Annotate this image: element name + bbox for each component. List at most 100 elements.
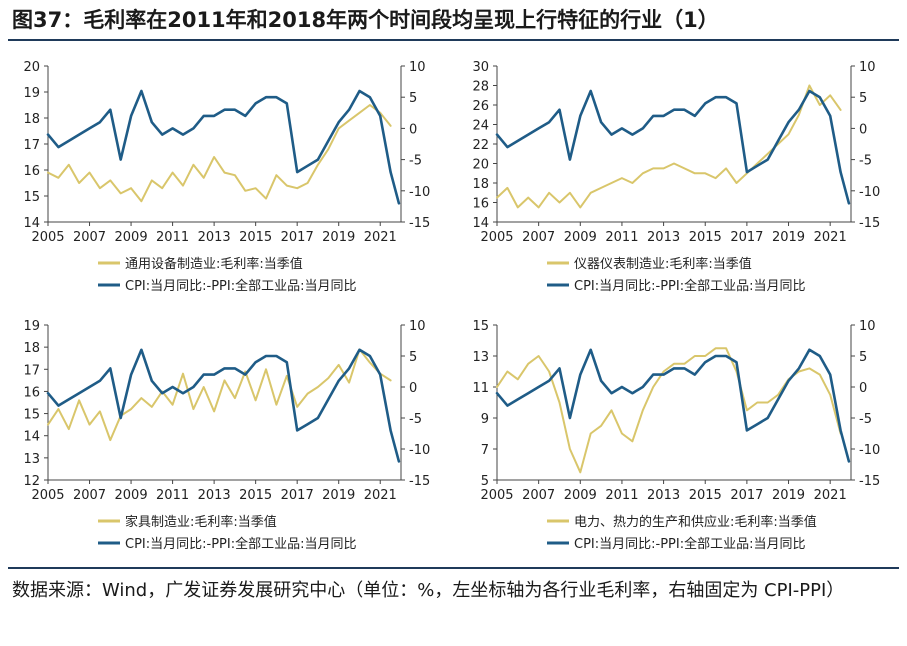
legend-label: 家具制造业:毛利率:当季值: [125, 514, 277, 530]
y-right-tick-label: 5: [859, 91, 867, 106]
x-tick-label: 2013: [198, 230, 231, 245]
x-tick-label: 2017: [281, 230, 314, 245]
y-left-tick-label: 9: [481, 412, 489, 427]
y-left-tick-label: 16: [23, 385, 40, 400]
cpi-ppi-series-line: [46, 348, 401, 463]
y-right-tick-label: -15: [409, 216, 430, 231]
y-right-tick-label: 10: [409, 319, 426, 334]
y-right-tick-label: 10: [859, 60, 876, 75]
x-tick-label: 2005: [480, 488, 513, 503]
legend-label: CPI:当月同比:-PPI:全部工业品:当月同比: [574, 278, 805, 294]
x-tick-label: 2017: [281, 488, 314, 503]
y-right-tick-label: -15: [859, 216, 880, 231]
y-left-tick-label: 16: [23, 164, 40, 179]
y-left-tick-label: 28: [472, 80, 489, 95]
y-right-tick-label: -5: [409, 412, 422, 427]
y-left-tick-label: 18: [23, 112, 40, 127]
y-right-tick-label: 5: [409, 91, 417, 106]
source-rule: [8, 567, 899, 569]
margin-series-line: [496, 347, 842, 474]
x-tick-label: 2005: [480, 230, 513, 245]
x-tick-label: 2007: [522, 230, 555, 245]
x-tick-label: 2013: [647, 230, 680, 245]
y-left-tick-label: 24: [472, 119, 489, 134]
y-right-tick-label: -15: [859, 474, 880, 489]
y-left-tick-label: 26: [472, 99, 489, 114]
y-right-tick-label: -5: [859, 412, 872, 427]
y-left-tick-label: 15: [23, 190, 40, 205]
legend-label: CPI:当月同比:-PPI:全部工业品:当月同比: [125, 536, 356, 552]
x-tick-label: 2015: [239, 488, 272, 503]
x-tick-label: 2013: [198, 488, 231, 503]
legend-label: CPI:当月同比:-PPI:全部工业品:当月同比: [574, 536, 805, 552]
x-tick-label: 2021: [814, 230, 847, 245]
x-tick-label: 2015: [689, 230, 722, 245]
legend-label: 电力、热力的生产和供应业:毛利率:当季值: [574, 514, 817, 530]
y-left-tick-label: 7: [481, 443, 489, 458]
x-tick-label: 2011: [605, 488, 638, 503]
y-right-tick-label: -10: [859, 443, 880, 458]
x-tick-label: 2017: [730, 230, 763, 245]
margin-series-line: [47, 348, 392, 442]
x-tick-label: 2019: [322, 230, 355, 245]
x-tick-label: 2007: [73, 230, 106, 245]
y-right-tick-label: -15: [409, 474, 430, 489]
y-left-tick-label: 17: [23, 363, 40, 378]
x-tick-label: 2019: [322, 488, 355, 503]
figure-title: 图37：毛利率在2011年和2018年两个时间段均呈现上行特征的行业（1）: [12, 8, 719, 32]
y-left-tick-label: 20: [23, 60, 40, 75]
y-left-tick-label: 13: [23, 452, 40, 467]
y-left-tick-label: 18: [472, 177, 489, 192]
y-right-tick-label: -10: [409, 443, 430, 458]
x-tick-label: 2013: [647, 488, 680, 503]
y-right-tick-label: 10: [409, 60, 426, 75]
y-left-tick-label: 14: [472, 216, 489, 231]
legend-label: 仪器仪表制造业:毛利率:当季值: [574, 256, 752, 272]
y-right-tick-label: 0: [859, 122, 867, 137]
x-tick-label: 2017: [730, 488, 763, 503]
y-left-tick-label: 19: [23, 86, 40, 101]
margin-series-line: [47, 104, 392, 203]
y-left-tick-label: 18: [23, 341, 40, 356]
y-left-tick-label: 19: [23, 319, 40, 334]
x-tick-label: 2011: [156, 488, 189, 503]
cpi-ppi-series-line: [495, 348, 851, 463]
x-tick-label: 2007: [73, 488, 106, 503]
x-tick-label: 2015: [239, 230, 272, 245]
cpi-ppi-series-line: [495, 89, 851, 205]
y-left-tick-label: 13: [472, 350, 489, 365]
x-tick-label: 2021: [814, 488, 847, 503]
x-tick-label: 2009: [115, 488, 148, 503]
title-rule: [8, 39, 899, 41]
x-tick-label: 2009: [115, 230, 148, 245]
x-tick-label: 2019: [772, 230, 805, 245]
x-tick-label: 2011: [605, 230, 638, 245]
y-left-tick-label: 16: [472, 197, 489, 212]
x-tick-label: 2005: [31, 230, 64, 245]
y-right-tick-label: -10: [409, 185, 430, 200]
y-left-tick-label: 11: [472, 381, 489, 396]
x-tick-label: 2015: [689, 488, 722, 503]
x-tick-label: 2011: [156, 230, 189, 245]
y-left-tick-label: 17: [23, 138, 40, 153]
y-left-tick-label: 5: [481, 474, 489, 489]
y-left-tick-label: 14: [23, 216, 40, 231]
legend-label: 通用设备制造业:毛利率:当季值: [125, 256, 303, 272]
y-left-tick-label: 15: [472, 319, 489, 334]
x-tick-label: 2019: [772, 488, 805, 503]
y-left-tick-label: 12: [23, 474, 40, 489]
y-left-tick-label: 30: [472, 60, 489, 75]
y-left-tick-label: 22: [472, 138, 489, 153]
y-right-tick-label: 0: [859, 381, 867, 396]
y-left-tick-label: 14: [23, 430, 40, 445]
source-note: 数据来源：Wind，广发证券发展研究中心（单位：%，左坐标轴为各行业毛利率，右轴…: [12, 580, 845, 601]
y-left-tick-label: 15: [23, 408, 40, 423]
y-right-tick-label: 0: [409, 381, 417, 396]
x-tick-label: 2021: [364, 230, 397, 245]
y-left-tick-label: 20: [472, 158, 489, 173]
y-right-tick-label: -5: [409, 154, 422, 169]
y-right-tick-label: -5: [859, 154, 872, 169]
y-right-tick-label: 0: [409, 122, 417, 137]
y-right-tick-label: -10: [859, 185, 880, 200]
